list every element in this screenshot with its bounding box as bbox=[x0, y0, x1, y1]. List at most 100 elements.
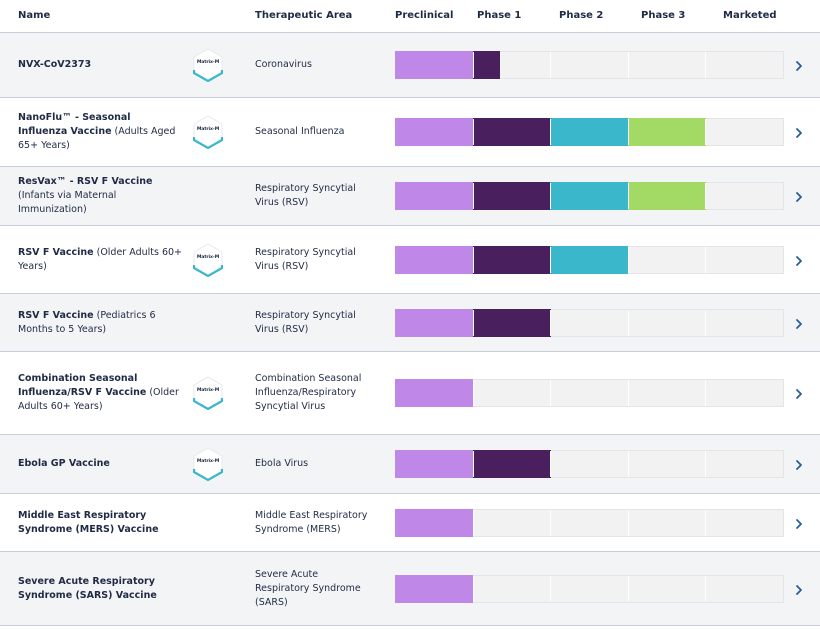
progress-segment-preclinical bbox=[395, 379, 473, 407]
matrix-m-badge-icon: Matrix-M bbox=[193, 376, 223, 410]
therapeutic-area: Seasonal Influenza bbox=[255, 126, 345, 137]
stage-divider bbox=[550, 52, 551, 78]
stage-divider bbox=[705, 451, 706, 477]
stage-divider bbox=[550, 246, 551, 273]
chevron-right-icon[interactable] bbox=[792, 58, 806, 72]
candidate-name: Ebola GP Vaccine bbox=[18, 457, 183, 471]
progress-segment-phase1 bbox=[472, 450, 551, 478]
stage-divider bbox=[627, 509, 629, 536]
candidate-name-bold: RSV F Vaccine bbox=[18, 309, 94, 321]
pipeline-row[interactable]: Severe Acute Respiratory Syndrome (SARS)… bbox=[0, 551, 820, 626]
therapeutic-area: Middle East Respiratory Syndrome (MERS) bbox=[255, 509, 368, 535]
candidate-name-bold: Combination Seasonal Influenza/RSV F Vac… bbox=[18, 373, 147, 398]
development-progress-bar bbox=[395, 450, 784, 478]
stage-divider bbox=[472, 451, 474, 477]
matrix-m-badge-icon: Matrix-M bbox=[193, 447, 223, 481]
development-progress-bar bbox=[395, 508, 784, 537]
stage-divider bbox=[472, 246, 474, 273]
progress-segment-phase2 bbox=[550, 245, 628, 274]
stage-divider bbox=[472, 52, 474, 78]
matrix-m-badge-icon: Matrix-M bbox=[193, 115, 223, 149]
stage-divider bbox=[550, 119, 551, 145]
stage-divider bbox=[472, 509, 474, 536]
progress-segment-preclinical bbox=[395, 182, 473, 210]
progress-segment-preclinical bbox=[395, 574, 473, 603]
matrix-m-badge-icon: Matrix-M bbox=[193, 242, 223, 277]
stage-divider bbox=[550, 451, 551, 477]
progress-segment-phase2 bbox=[550, 118, 628, 146]
stage-divider bbox=[627, 309, 629, 336]
progress-segment-phase3 bbox=[627, 118, 706, 146]
pipeline-row[interactable]: Middle East Respiratory Syndrome (MERS) … bbox=[0, 493, 820, 551]
development-progress-bar bbox=[395, 51, 784, 79]
header-name: Name bbox=[18, 10, 51, 21]
progress-segment-preclinical bbox=[395, 308, 473, 337]
stage-divider bbox=[705, 246, 706, 273]
stage-divider bbox=[705, 119, 706, 145]
stage-divider bbox=[472, 119, 474, 145]
candidate-name: NVX-CoV2373 bbox=[18, 58, 183, 72]
candidate-name-bold: NVX-CoV2373 bbox=[18, 59, 92, 70]
header-phase3: Phase 3 bbox=[641, 10, 686, 21]
matrix-m-label: Matrix-M bbox=[196, 254, 220, 260]
stage-divider bbox=[627, 451, 629, 477]
progress-segment-preclinical bbox=[395, 245, 473, 274]
pipeline-row[interactable]: ResVax™ - RSV F Vaccine (Infants via Mat… bbox=[0, 166, 820, 225]
chevron-right-icon[interactable] bbox=[792, 516, 806, 530]
chevron-right-icon[interactable] bbox=[792, 386, 806, 400]
stage-divider bbox=[550, 575, 551, 602]
matrix-m-label: Matrix-M bbox=[196, 127, 220, 132]
candidate-name: Severe Acute Respiratory Syndrome (SARS)… bbox=[18, 575, 183, 603]
chevron-right-icon[interactable] bbox=[792, 457, 806, 471]
stage-divider bbox=[705, 52, 706, 78]
candidate-name-detail: (Adults Aged 65+ Years) bbox=[18, 126, 176, 151]
development-progress-bar bbox=[395, 379, 784, 407]
stage-divider bbox=[550, 183, 551, 209]
candidate-name: NanoFlu™ - Seasonal Influenza Vaccine (A… bbox=[18, 111, 183, 153]
candidate-name: Middle East Respiratory Syndrome (MERS) … bbox=[18, 509, 183, 537]
matrix-m-label: Matrix-M bbox=[196, 60, 220, 65]
stage-divider bbox=[627, 575, 629, 602]
header-therapeutic-area: Therapeutic Area bbox=[255, 10, 353, 21]
chevron-right-icon[interactable] bbox=[792, 253, 806, 267]
stage-divider bbox=[705, 380, 706, 406]
header-preclinical: Preclinical bbox=[395, 10, 454, 21]
development-progress-bar bbox=[395, 574, 784, 603]
pipeline-row[interactable]: NanoFlu™ - Seasonal Influenza Vaccine (A… bbox=[0, 97, 820, 166]
chevron-right-icon[interactable] bbox=[792, 582, 806, 596]
pipeline-row[interactable]: RSV F Vaccine (Pediatrics 6 Months to 5 … bbox=[0, 293, 820, 351]
chevron-right-icon[interactable] bbox=[792, 316, 806, 330]
progress-segment-phase1 bbox=[472, 51, 500, 79]
matrix-m-label: Matrix-M bbox=[196, 459, 220, 464]
stage-divider bbox=[627, 119, 629, 145]
stage-divider bbox=[472, 380, 474, 406]
progress-segment-phase1 bbox=[472, 182, 551, 210]
chevron-right-icon[interactable] bbox=[792, 125, 806, 139]
candidate-name-bold: Ebola GP Vaccine bbox=[18, 458, 110, 469]
progress-segment-phase2 bbox=[550, 182, 628, 210]
chevron-right-icon[interactable] bbox=[792, 189, 806, 203]
pipeline-row[interactable]: Combination Seasonal Influenza/RSV F Vac… bbox=[0, 351, 820, 434]
candidate-name-bold: NanoFlu™ - Seasonal Influenza Vaccine bbox=[18, 112, 131, 137]
stage-divider bbox=[550, 509, 551, 536]
candidate-name-detail: (Pediatrics 6 Months to 5 Years) bbox=[18, 309, 156, 335]
therapeutic-area: Combination Seasonal Influenza/Respirato… bbox=[255, 373, 362, 412]
progress-segment-phase1 bbox=[472, 245, 551, 274]
matrix-m-label: Matrix-M bbox=[196, 388, 220, 393]
pipeline-row[interactable]: Ebola GP Vaccine Matrix-M Ebola Virus bbox=[0, 434, 820, 493]
stage-divider bbox=[705, 509, 706, 536]
progress-segment-preclinical bbox=[395, 450, 473, 478]
candidate-name-bold: ResVax™ - RSV F Vaccine bbox=[18, 176, 153, 187]
therapeutic-area: Coronavirus bbox=[255, 59, 312, 70]
development-progress-bar bbox=[395, 245, 784, 274]
header-phase2: Phase 2 bbox=[559, 10, 604, 21]
candidate-name: ResVax™ - RSV F Vaccine (Infants via Mat… bbox=[18, 175, 183, 217]
development-progress-bar bbox=[395, 308, 784, 337]
stage-divider bbox=[705, 183, 706, 209]
progress-segment-preclinical bbox=[395, 508, 473, 537]
pipeline-row[interactable]: RSV F Vaccine (Older Adults 60+ Years) Ma… bbox=[0, 225, 820, 293]
pipeline-row[interactable]: NVX-CoV2373 Matrix-M Coronavirus bbox=[0, 32, 820, 97]
development-progress-bar bbox=[395, 118, 784, 146]
stage-divider bbox=[705, 575, 706, 602]
candidate-name: RSV F Vaccine (Pediatrics 6 Months to 5 … bbox=[18, 309, 183, 337]
